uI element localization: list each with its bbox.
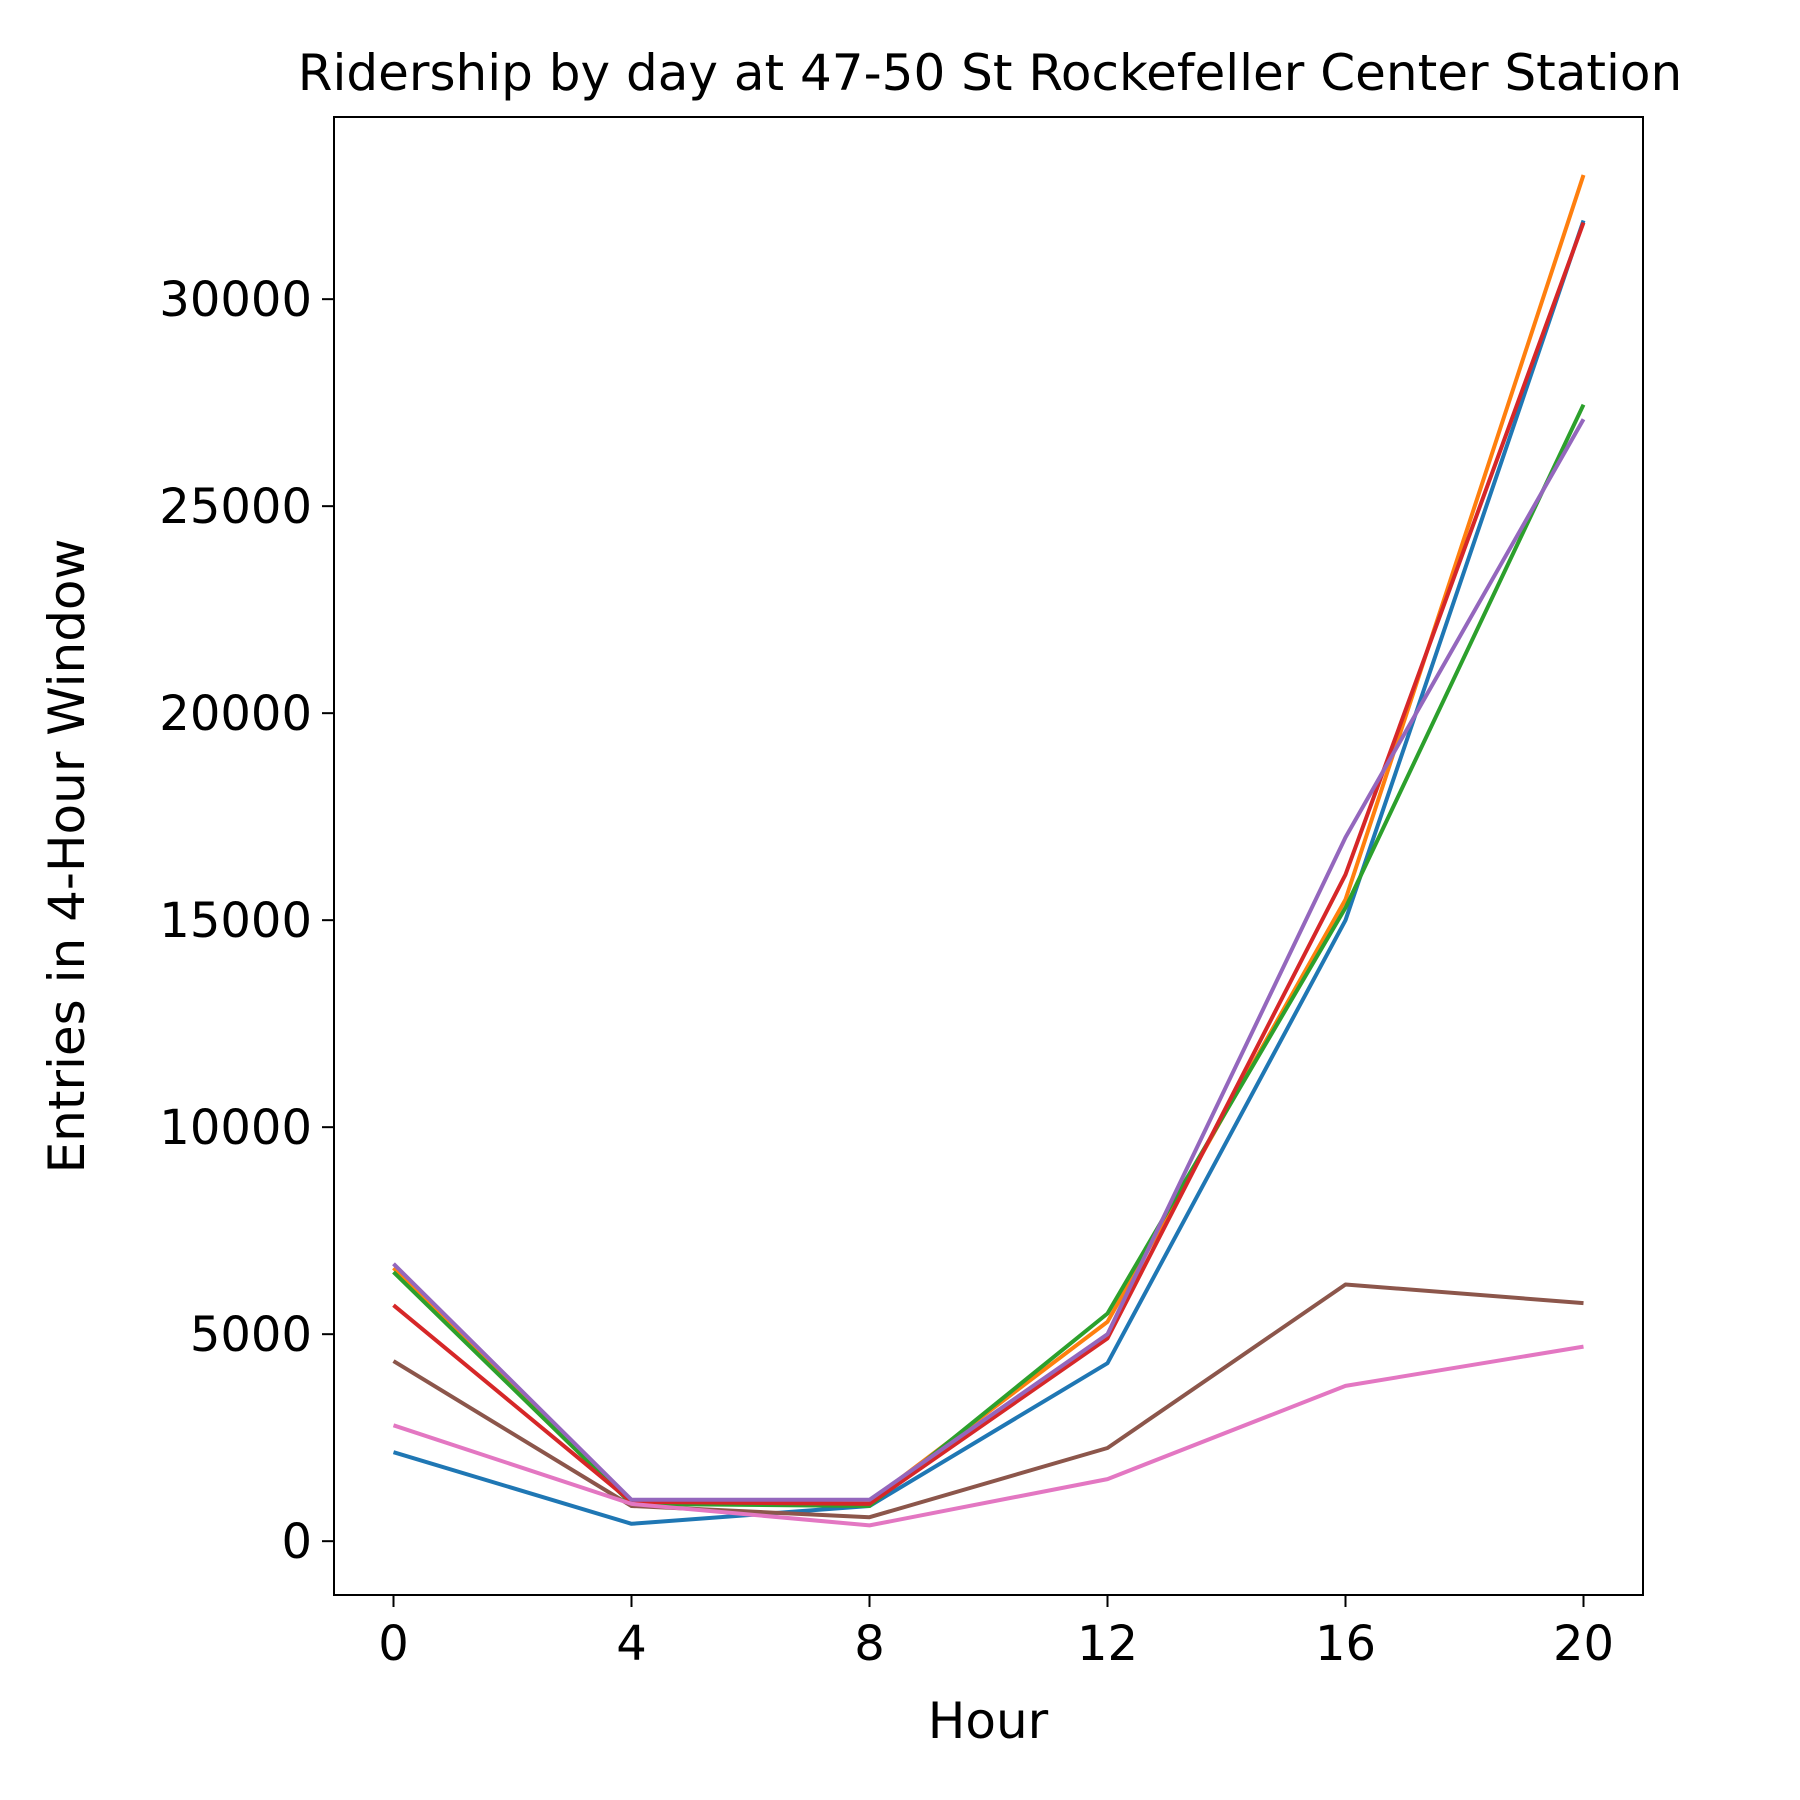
x-tick-label: 0 (378, 1616, 409, 1672)
y-axis-label: Entries in 4-Hour Window (38, 539, 96, 1174)
y-tick-label: 10000 (159, 1100, 312, 1156)
plot-frame (333, 116, 1644, 1596)
x-tick-label: 12 (1077, 1616, 1138, 1672)
series-line-1 (392, 219, 1586, 1526)
series-line-3 (392, 403, 1586, 1508)
y-axis-ticks: 0 5000 10000 15000 20000 25000 30000 (159, 272, 334, 1570)
x-axis-label: Hour (928, 1692, 1049, 1750)
y-tick-label: 20000 (159, 686, 312, 742)
series-line-2 (392, 174, 1586, 1504)
x-tick-label: 4 (616, 1616, 647, 1672)
series-line-5 (392, 418, 1586, 1502)
y-tick-label: 30000 (159, 272, 312, 328)
x-tick-label: 20 (1553, 1616, 1614, 1672)
series-lines (392, 174, 1586, 1528)
x-axis-ticks: 0 4 8 12 16 20 (378, 1595, 1614, 1672)
y-tick-label: 25000 (159, 479, 312, 535)
chart-title: Ridership by day at 47-50 St Rockefeller… (298, 44, 1682, 102)
series-line-6 (392, 1282, 1584, 1520)
x-tick-label: 8 (854, 1616, 885, 1672)
y-tick-label: 5000 (190, 1307, 312, 1363)
x-tick-label: 16 (1315, 1616, 1376, 1672)
y-tick-label: 0 (281, 1514, 312, 1570)
y-tick-label: 15000 (159, 893, 312, 949)
series-line-7 (392, 1344, 1584, 1528)
series-line-4 (392, 221, 1586, 1506)
